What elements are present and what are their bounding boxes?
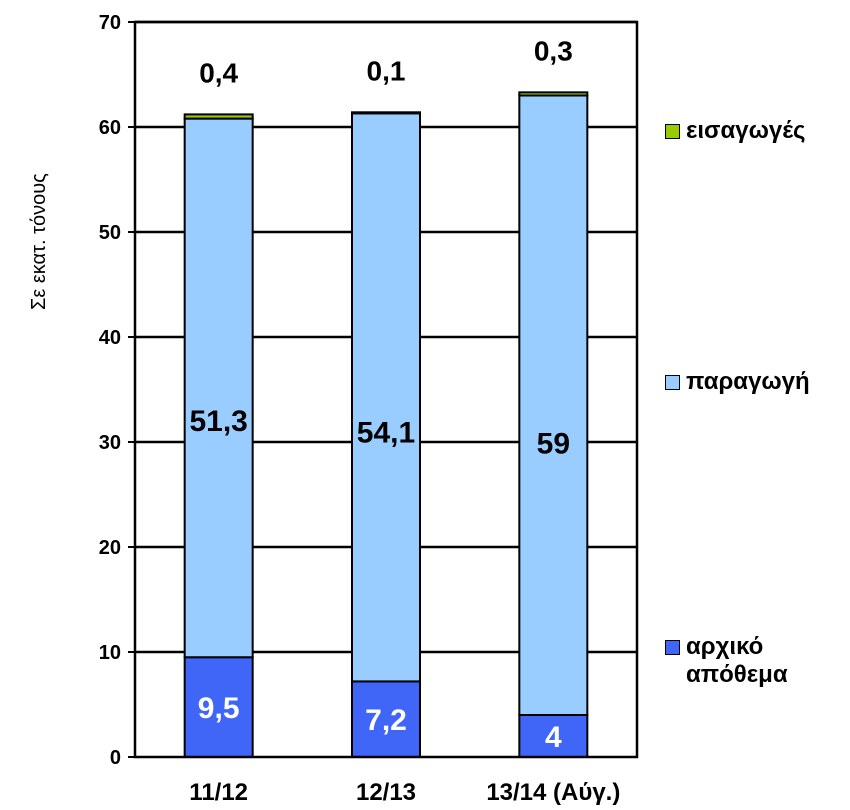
y-tick-label: 20 [99,537,121,559]
legend-label-production: παραγωγή [686,368,810,395]
bar-2-2 [518,91,589,97]
bar-1-1 [351,112,421,683]
data-label: 9,5 [198,692,240,725]
y-tick-label: 10 [99,642,121,664]
plot-area-border [133,20,639,759]
data-label: 4 [545,721,562,754]
legend-item-production: παραγωγή [665,368,810,396]
legend-swatch-production [665,375,680,390]
y-tick-label: 70 [99,12,121,34]
data-label: 0,3 [534,35,573,66]
y-tick-label: 30 [99,432,121,454]
data-label: 0,4 [199,57,238,88]
data-label: 51,3 [189,405,247,438]
legend-item-opening-stock: αρχικό απόθεμα [665,633,805,689]
bar-2-1 [351,111,421,115]
x-tick-label: 12/13 [356,779,416,806]
bar-0-2 [518,714,589,758]
bar-0-0 [183,656,254,758]
bar-1-2 [518,94,589,716]
legend-swatch-imports [665,124,680,139]
legend-swatch-opening-stock [665,640,680,655]
legend-item-imports: εισαγωγές [665,117,806,145]
data-label: 59 [537,427,570,460]
y-axis-label-text: Σε εκατ. τόνους [28,173,50,310]
data-label: 54,1 [357,416,415,449]
x-tick-label: 13/14 (Αύγ.) [486,779,620,806]
y-tick-label: 40 [99,327,121,349]
y-tick-label: 50 [99,222,121,244]
y-axis-label: Σε εκατ. τόνους [20,173,50,310]
y-tick-label: 0 [110,747,121,769]
y-tick-label: 60 [99,117,121,139]
data-label: 0,1 [367,55,406,86]
legend-label-opening-stock: αρχικό απόθεμα [686,633,788,688]
bar-2-0 [183,113,254,120]
bar-1-0 [183,117,254,659]
legend-label-imports: εισαγωγές [686,117,806,144]
x-tick-label: 11/12 [189,779,248,806]
data-label: 7,2 [365,704,407,737]
